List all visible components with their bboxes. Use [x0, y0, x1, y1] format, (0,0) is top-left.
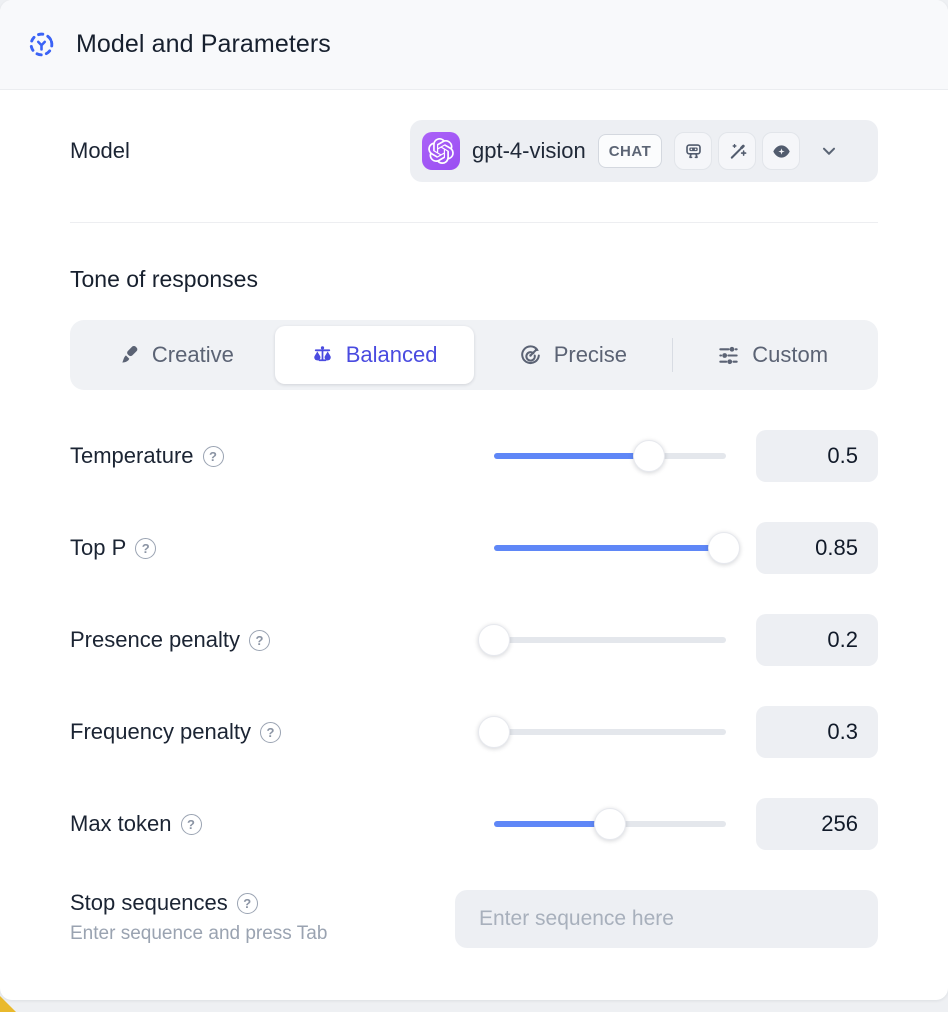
slider-thumb[interactable]	[478, 624, 510, 656]
tone-segmented-control: Creative Balanced	[70, 320, 878, 390]
presence-penalty-row: Presence penalty ? 0.2	[70, 614, 878, 666]
max-token-value[interactable]: 256	[756, 798, 878, 850]
wand-sparkles-icon	[718, 132, 757, 170]
model-label: Model	[70, 138, 130, 163]
section-divider	[70, 222, 878, 223]
tone-option-label: Precise	[553, 342, 628, 367]
top-p-value[interactable]: 0.85	[756, 522, 878, 574]
help-icon[interactable]: ?	[249, 629, 270, 651]
max-token-slider[interactable]	[494, 808, 726, 840]
temperature-value[interactable]: 0.5	[756, 430, 878, 482]
max-token-label: Max token	[70, 811, 172, 836]
tone-option-label: Balanced	[345, 342, 438, 367]
paintbrush-icon	[122, 345, 138, 362]
help-icon[interactable]: ?	[202, 445, 224, 467]
tone-heading: Tone of responses	[70, 266, 258, 292]
chevron-down-icon	[818, 140, 840, 162]
target-icon	[520, 344, 540, 364]
scale-icon	[314, 345, 331, 361]
presence-penalty-label: Presence penalty	[70, 627, 240, 652]
top-p-slider[interactable]	[494, 532, 740, 564]
slider-thumb[interactable]	[633, 440, 666, 472]
background-corner-accent	[0, 996, 16, 1012]
frequency-penalty-row: Frequency penalty ? 0.3	[70, 706, 878, 758]
model-row: Model gpt-4-vision CHAT	[70, 120, 878, 182]
top-p-label: Top P	[70, 535, 127, 560]
slider-thumb[interactable]	[707, 532, 740, 564]
help-icon[interactable]: ?	[180, 813, 202, 835]
chat-mode-badge: CHAT	[597, 134, 663, 168]
temperature-slider[interactable]	[494, 440, 726, 472]
slider-thumb[interactable]	[594, 808, 626, 840]
top-p-row: Top P ? 0.85	[70, 522, 878, 574]
selected-model-name: gpt-4-vision	[472, 138, 586, 163]
robot-icon	[674, 132, 713, 170]
slider-thumb[interactable]	[478, 716, 510, 748]
help-icon[interactable]: ?	[236, 892, 258, 914]
presence-penalty-value[interactable]: 0.2	[756, 614, 878, 666]
vision-eye-icon	[762, 132, 801, 170]
tone-option-balanced[interactable]: Balanced	[274, 326, 474, 384]
stop-sequence-input[interactable]	[455, 890, 878, 948]
stop-sequences-row: Stop sequences ? Enter sequence and pres…	[70, 890, 878, 948]
max-token-row: Max token ? 256	[70, 798, 878, 850]
segment-divider	[672, 338, 674, 372]
panel-header: Model and Parameters	[0, 0, 948, 90]
tone-option-precise[interactable]: Precise	[474, 326, 673, 384]
model-select-dropdown[interactable]: gpt-4-vision CHAT	[410, 120, 878, 182]
help-icon[interactable]: ?	[260, 721, 281, 743]
capability-chips	[674, 132, 801, 170]
help-icon[interactable]: ?	[135, 537, 157, 559]
temperature-label: Temperature	[70, 443, 194, 468]
stop-sequences-hint: Enter sequence and press Tab	[70, 923, 328, 944]
frequency-penalty-value[interactable]: 0.3	[756, 706, 878, 758]
tone-option-creative[interactable]: Creative	[76, 326, 275, 384]
tone-option-custom[interactable]: Custom	[673, 326, 872, 384]
temperature-row: Temperature ? 0.5	[70, 430, 878, 482]
stop-sequences-label: Stop sequences	[70, 890, 228, 915]
presence-penalty-slider[interactable]	[478, 624, 726, 656]
tone-option-label: Creative	[151, 342, 234, 367]
panel-title: Model and Parameters	[76, 30, 331, 58]
sliders-icon	[719, 346, 738, 364]
openai-logo-icon	[422, 132, 460, 170]
frequency-penalty-slider[interactable]	[478, 716, 726, 748]
model-section-icon	[28, 31, 55, 58]
frequency-penalty-label: Frequency penalty	[70, 719, 251, 744]
tone-option-label: Custom	[752, 342, 829, 367]
